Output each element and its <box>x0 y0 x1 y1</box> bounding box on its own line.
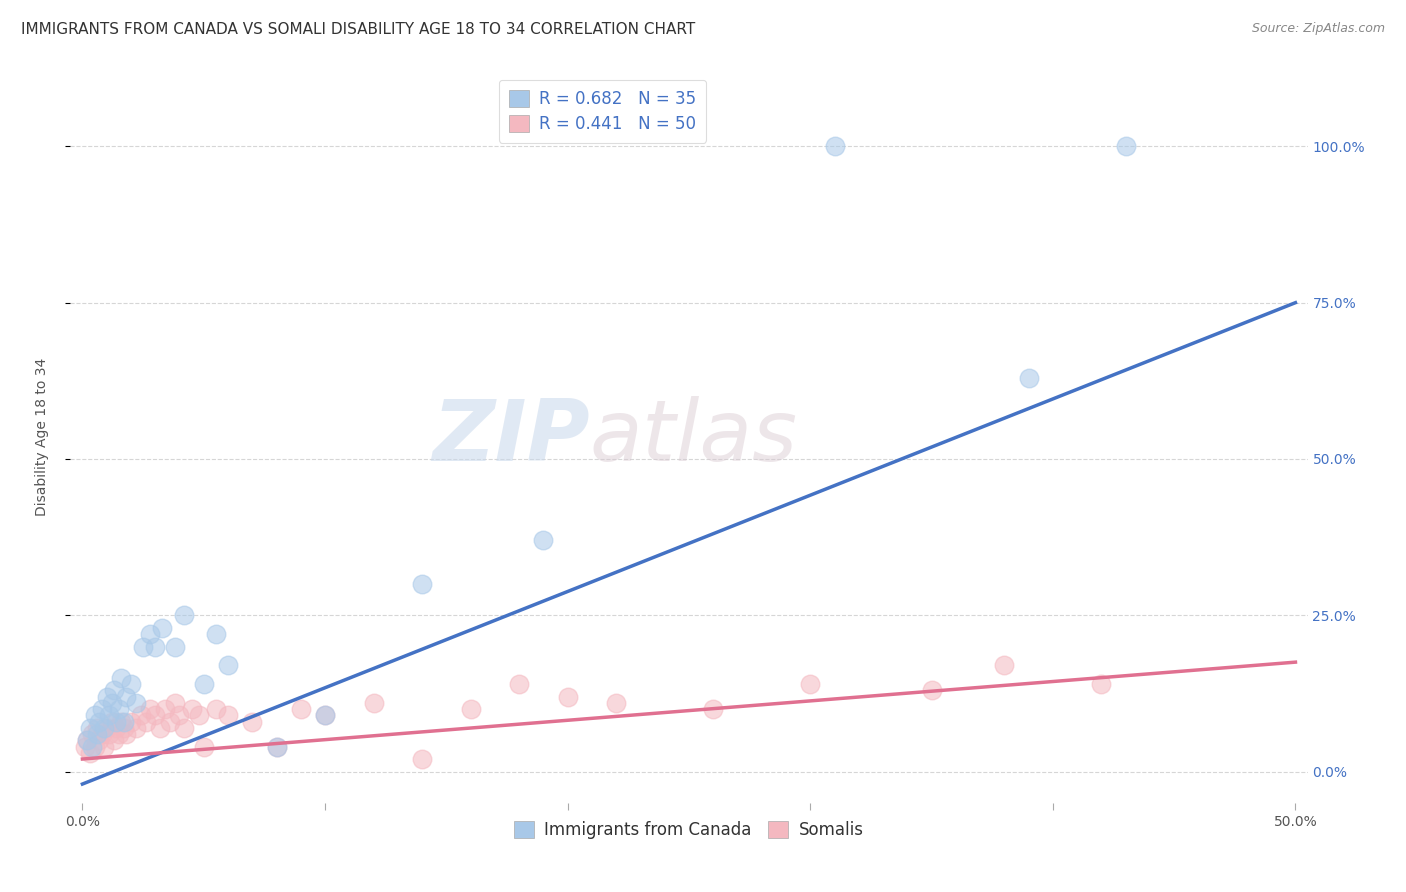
Point <box>460 702 482 716</box>
Point <box>105 721 128 735</box>
Point <box>100 696 122 710</box>
Point <box>98 708 121 723</box>
Point <box>93 721 115 735</box>
Point <box>266 739 288 754</box>
Point <box>120 677 142 691</box>
Point <box>217 708 239 723</box>
Point <box>143 640 166 654</box>
Point <box>79 746 101 760</box>
Point <box>702 702 724 716</box>
Point <box>205 702 228 716</box>
Point <box>86 721 108 735</box>
Point <box>132 640 155 654</box>
Point <box>120 714 142 729</box>
Point <box>153 702 176 716</box>
Point <box>110 671 132 685</box>
Point <box>139 702 162 716</box>
Y-axis label: Disability Age 18 to 34: Disability Age 18 to 34 <box>35 358 49 516</box>
Point <box>921 683 943 698</box>
Point <box>193 739 215 754</box>
Point <box>82 727 104 741</box>
Point <box>314 708 336 723</box>
Point <box>240 714 263 729</box>
Point <box>531 533 554 548</box>
Point <box>163 640 186 654</box>
Point <box>557 690 579 704</box>
Text: atlas: atlas <box>591 395 799 479</box>
Point <box>180 702 202 716</box>
Point <box>86 727 108 741</box>
Point <box>139 627 162 641</box>
Point <box>108 702 131 716</box>
Point <box>163 696 186 710</box>
Point <box>96 721 118 735</box>
Point <box>1018 370 1040 384</box>
Text: Source: ZipAtlas.com: Source: ZipAtlas.com <box>1251 22 1385 36</box>
Point <box>93 739 115 754</box>
Point <box>96 690 118 704</box>
Point <box>799 677 821 691</box>
Point <box>143 708 166 723</box>
Point <box>159 714 181 729</box>
Point <box>108 727 131 741</box>
Point <box>173 608 195 623</box>
Point <box>76 733 98 747</box>
Point <box>314 708 336 723</box>
Point <box>98 727 121 741</box>
Point <box>89 714 111 729</box>
Point <box>115 727 138 741</box>
Text: IMMIGRANTS FROM CANADA VS SOMALI DISABILITY AGE 18 TO 34 CORRELATION CHART: IMMIGRANTS FROM CANADA VS SOMALI DISABIL… <box>21 22 696 37</box>
Point <box>149 721 172 735</box>
Point <box>266 739 288 754</box>
Point <box>205 627 228 641</box>
Point <box>411 577 433 591</box>
Point <box>89 733 111 747</box>
Point <box>290 702 312 716</box>
Point <box>112 714 135 729</box>
Point <box>82 739 104 754</box>
Point <box>79 721 101 735</box>
Point <box>129 708 152 723</box>
Point <box>105 714 128 729</box>
Point <box>217 658 239 673</box>
Point <box>152 621 174 635</box>
Point <box>100 714 122 729</box>
Point <box>83 708 105 723</box>
Point <box>103 733 125 747</box>
Point <box>125 721 148 735</box>
Point <box>993 658 1015 673</box>
Point <box>411 752 433 766</box>
Point <box>824 139 846 153</box>
Point <box>73 739 96 754</box>
Point <box>363 696 385 710</box>
Point <box>605 696 627 710</box>
Point <box>193 677 215 691</box>
Point <box>90 727 112 741</box>
Point <box>125 696 148 710</box>
Point <box>103 683 125 698</box>
Point <box>1090 677 1112 691</box>
Point <box>173 721 195 735</box>
Legend: Immigrants from Canada, Somalis: Immigrants from Canada, Somalis <box>508 814 870 846</box>
Point <box>83 739 105 754</box>
Point <box>115 690 138 704</box>
Point <box>110 714 132 729</box>
Point <box>169 708 191 723</box>
Point <box>76 733 98 747</box>
Point <box>508 677 530 691</box>
Text: ZIP: ZIP <box>432 395 591 479</box>
Point <box>134 714 156 729</box>
Point <box>112 721 135 735</box>
Point <box>1115 139 1137 153</box>
Point <box>187 708 209 723</box>
Point <box>90 702 112 716</box>
